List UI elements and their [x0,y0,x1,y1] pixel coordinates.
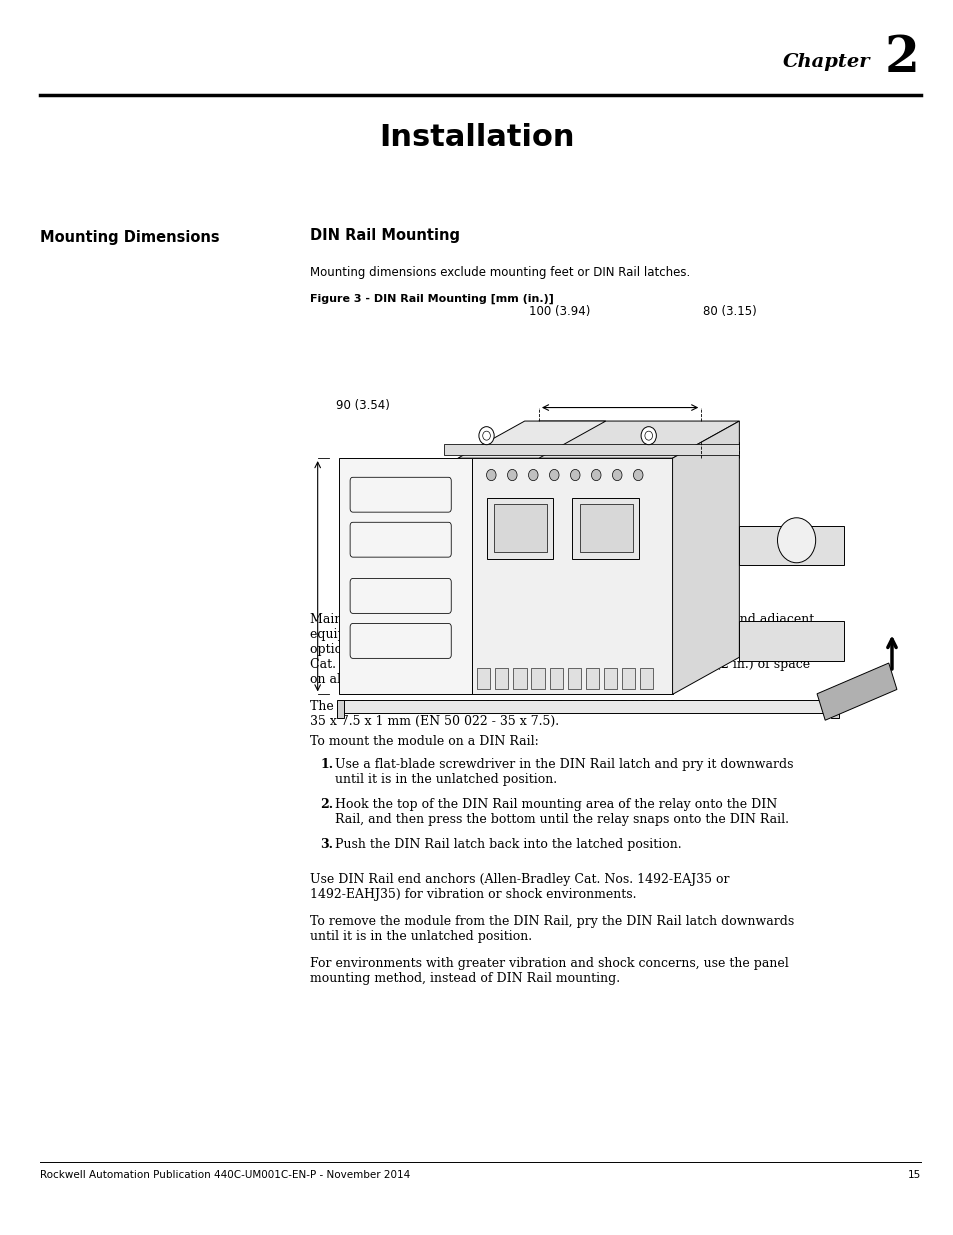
Text: 2.: 2. [319,798,333,811]
Polygon shape [472,458,672,694]
Bar [572,498,639,559]
Text: Figure 3 - DIN Rail Mounting [mm (in.)]: Figure 3 - DIN Rail Mounting [mm (in.)] [310,294,554,304]
Text: Maintain spacing from objects such as enclosure walls, wireways, and adjacent: Maintain spacing from objects such as en… [310,613,814,626]
Text: until it is in the unlatched position.: until it is in the unlatched position. [310,930,532,944]
Bar [830,700,838,718]
Bar [549,668,562,689]
Bar [513,668,526,689]
Bar [338,700,834,714]
Bar [336,700,344,718]
Text: 3.: 3. [319,839,333,851]
Text: 1492-EAHJ35) for vibration or shock environments.: 1492-EAHJ35) for vibration or shock envi… [310,888,636,902]
Text: mounting method, instead of DIN Rail mounting.: mounting method, instead of DIN Rail mou… [310,972,619,986]
Polygon shape [672,421,739,694]
Polygon shape [338,458,472,694]
Circle shape [549,469,558,480]
Circle shape [528,469,537,480]
Text: DIN Rail Mounting: DIN Rail Mounting [310,228,459,243]
Text: equipment. Allow 50.8 mm (2 in.) of space on all sides for adequate ventilation.: equipment. Allow 50.8 mm (2 in.) of spac… [310,629,827,641]
Bar [567,668,580,689]
Text: until it is in the unlatched position.: until it is in the unlatched position. [335,773,557,785]
Text: Installation: Installation [379,124,574,152]
Text: Rockwell Automation Publication 440C-UM001C-EN-P - November 2014: Rockwell Automation Publication 440C-UM0… [40,1170,410,1179]
Circle shape [640,426,656,445]
Polygon shape [739,621,843,661]
Text: 2: 2 [884,33,919,83]
Bar [495,668,508,689]
Text: 80 (3.15): 80 (3.15) [702,305,756,317]
Circle shape [777,517,815,563]
Text: Hook the top of the DIN Rail mounting area of the relay onto the DIN: Hook the top of the DIN Rail mounting ar… [335,798,777,811]
Text: on all sides after attaching the optional parts.: on all sides after attaching the optiona… [310,673,600,685]
Polygon shape [457,421,605,458]
Text: 1.: 1. [319,758,333,771]
Circle shape [570,469,579,480]
Circle shape [507,469,517,480]
Text: Mounting dimensions exclude mounting feet or DIN Rail latches.: Mounting dimensions exclude mounting fee… [310,266,690,279]
Text: Push the DIN Rail latch back into the latched position.: Push the DIN Rail latch back into the la… [335,839,681,851]
Circle shape [478,426,494,445]
Text: 35 x 7.5 x 1 mm (EN 50 022 - 35 x 7.5).: 35 x 7.5 x 1 mm (EN 50 022 - 35 x 7.5). [310,715,558,727]
Text: Mounting Dimensions: Mounting Dimensions [40,230,219,245]
Bar [585,668,598,689]
Circle shape [612,469,621,480]
Text: The module can be mounted using the following DIN Rails:: The module can be mounted using the foll… [310,700,685,713]
Bar [816,663,896,720]
Text: To mount the module on a DIN Rail:: To mount the module on a DIN Rail: [310,735,538,748]
Text: 100 (3.94): 100 (3.94) [529,305,590,317]
Bar [531,668,544,689]
Bar [476,668,490,689]
Text: To remove the module from the DIN Rail, pry the DIN Rail latch downwards: To remove the module from the DIN Rail, … [310,915,794,927]
Text: For environments with greater vibration and shock concerns, use the panel: For environments with greater vibration … [310,957,788,969]
Circle shape [633,469,642,480]
Text: 15: 15 [906,1170,920,1179]
Text: optional accessories/modules are attached to the relay, such as the power supply: optional accessories/modules are attache… [310,643,823,656]
Bar [621,668,635,689]
Text: Chapter: Chapter [781,53,869,70]
Polygon shape [443,443,739,454]
Circle shape [486,469,496,480]
Bar [603,668,617,689]
Text: Cat. No. 2080-PS120-240VAC, make sure that there is 50.8 mm (2 in.) of space: Cat. No. 2080-PS120-240VAC, make sure th… [310,658,809,671]
Polygon shape [472,421,739,458]
Text: 90 (3.54): 90 (3.54) [335,399,390,411]
Bar [579,504,632,552]
Bar [639,668,653,689]
Bar [494,504,546,552]
Bar [486,498,553,559]
Circle shape [591,469,600,480]
Polygon shape [739,526,843,566]
Text: Use DIN Rail end anchors (Allen-Bradley Cat. Nos. 1492-EAJ35 or: Use DIN Rail end anchors (Allen-Bradley … [310,873,729,885]
Text: Rail, and then press the bottom until the relay snaps onto the DIN Rail.: Rail, and then press the bottom until th… [335,813,788,826]
Text: Use a flat-blade screwdriver in the DIN Rail latch and pry it downwards: Use a flat-blade screwdriver in the DIN … [335,758,793,771]
